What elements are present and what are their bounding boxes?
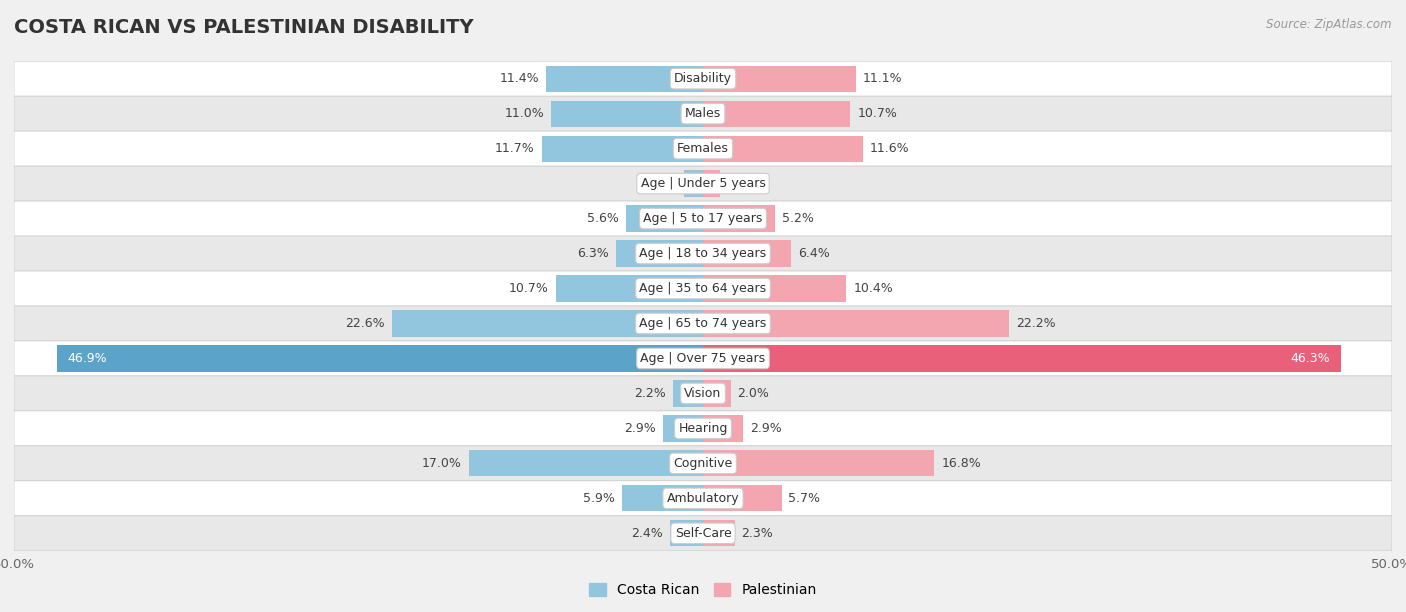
Text: 22.2%: 22.2% — [1015, 317, 1056, 330]
Bar — [703, 520, 735, 547]
Bar — [703, 135, 863, 162]
Bar — [703, 345, 1341, 371]
Bar — [703, 416, 742, 441]
Text: 1.4%: 1.4% — [645, 177, 676, 190]
Bar — [468, 450, 703, 477]
Text: 11.6%: 11.6% — [870, 142, 910, 155]
Text: 22.6%: 22.6% — [344, 317, 385, 330]
Text: 11.4%: 11.4% — [499, 72, 538, 85]
Bar — [703, 206, 775, 232]
Bar — [626, 206, 703, 232]
Bar — [56, 345, 703, 371]
FancyBboxPatch shape — [14, 201, 1392, 236]
FancyBboxPatch shape — [14, 516, 1392, 551]
FancyBboxPatch shape — [14, 411, 1392, 446]
FancyBboxPatch shape — [14, 481, 1392, 516]
FancyBboxPatch shape — [14, 446, 1392, 481]
Text: 2.2%: 2.2% — [634, 387, 666, 400]
Text: Cognitive: Cognitive — [673, 457, 733, 470]
Text: Age | 5 to 17 years: Age | 5 to 17 years — [644, 212, 762, 225]
Bar — [683, 171, 703, 196]
Text: Ambulatory: Ambulatory — [666, 492, 740, 505]
Text: COSTA RICAN VS PALESTINIAN DISABILITY: COSTA RICAN VS PALESTINIAN DISABILITY — [14, 18, 474, 37]
Bar — [546, 65, 703, 92]
Bar — [703, 485, 782, 512]
Text: 5.7%: 5.7% — [789, 492, 821, 505]
Text: 6.3%: 6.3% — [578, 247, 609, 260]
FancyBboxPatch shape — [14, 96, 1392, 131]
Text: 2.4%: 2.4% — [631, 527, 664, 540]
Bar — [551, 100, 703, 127]
Text: 5.6%: 5.6% — [588, 212, 619, 225]
Bar — [621, 485, 703, 512]
Bar — [703, 65, 856, 92]
Bar — [672, 380, 703, 406]
Text: 11.0%: 11.0% — [505, 107, 544, 120]
Text: Females: Females — [678, 142, 728, 155]
Text: 2.0%: 2.0% — [738, 387, 769, 400]
Text: 10.4%: 10.4% — [853, 282, 893, 295]
Bar — [703, 171, 720, 196]
Text: Source: ZipAtlas.com: Source: ZipAtlas.com — [1267, 18, 1392, 31]
Text: Vision: Vision — [685, 387, 721, 400]
Text: 1.2%: 1.2% — [727, 177, 758, 190]
Text: Males: Males — [685, 107, 721, 120]
FancyBboxPatch shape — [14, 131, 1392, 166]
Text: 2.9%: 2.9% — [749, 422, 782, 435]
Bar — [664, 416, 703, 441]
Text: 46.3%: 46.3% — [1291, 352, 1330, 365]
FancyBboxPatch shape — [14, 166, 1392, 201]
Text: 5.2%: 5.2% — [782, 212, 814, 225]
Text: 10.7%: 10.7% — [858, 107, 897, 120]
Text: Age | 35 to 64 years: Age | 35 to 64 years — [640, 282, 766, 295]
Text: Hearing: Hearing — [678, 422, 728, 435]
Text: 46.9%: 46.9% — [67, 352, 107, 365]
Text: Disability: Disability — [673, 72, 733, 85]
FancyBboxPatch shape — [14, 376, 1392, 411]
FancyBboxPatch shape — [14, 236, 1392, 271]
Bar — [541, 135, 703, 162]
Text: 2.3%: 2.3% — [741, 527, 773, 540]
Text: 17.0%: 17.0% — [422, 457, 461, 470]
Text: Self-Care: Self-Care — [675, 527, 731, 540]
Text: 2.9%: 2.9% — [624, 422, 657, 435]
Bar — [703, 380, 731, 406]
Text: 5.9%: 5.9% — [583, 492, 614, 505]
FancyBboxPatch shape — [14, 61, 1392, 96]
Text: 6.4%: 6.4% — [799, 247, 830, 260]
Text: 11.7%: 11.7% — [495, 142, 534, 155]
Text: 10.7%: 10.7% — [509, 282, 548, 295]
FancyBboxPatch shape — [14, 271, 1392, 306]
Bar — [616, 241, 703, 267]
Text: Age | Over 75 years: Age | Over 75 years — [641, 352, 765, 365]
Text: 11.1%: 11.1% — [863, 72, 903, 85]
FancyBboxPatch shape — [14, 306, 1392, 341]
Bar — [669, 520, 703, 547]
Bar — [703, 241, 792, 267]
Text: Age | 65 to 74 years: Age | 65 to 74 years — [640, 317, 766, 330]
Bar — [555, 275, 703, 302]
Bar — [703, 275, 846, 302]
Text: Age | 18 to 34 years: Age | 18 to 34 years — [640, 247, 766, 260]
Bar — [703, 310, 1010, 337]
Text: Age | Under 5 years: Age | Under 5 years — [641, 177, 765, 190]
Bar — [703, 100, 851, 127]
Bar — [703, 450, 935, 477]
FancyBboxPatch shape — [14, 341, 1392, 376]
Text: 16.8%: 16.8% — [942, 457, 981, 470]
Legend: Costa Rican, Palestinian: Costa Rican, Palestinian — [583, 578, 823, 603]
Bar — [392, 310, 703, 337]
